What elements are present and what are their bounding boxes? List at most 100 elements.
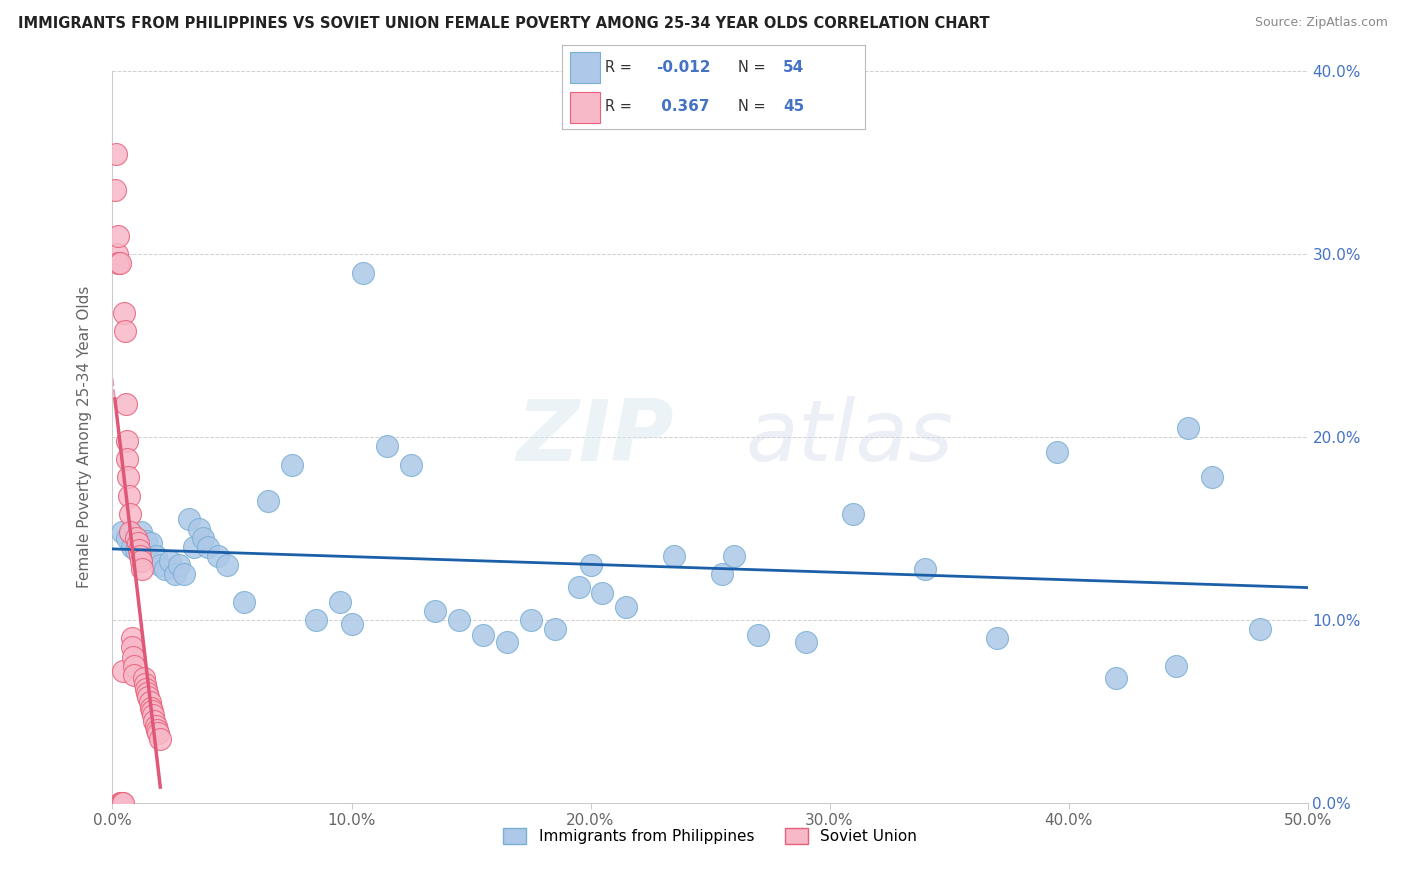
Point <box>138 690 160 704</box>
Point <box>125 543 148 558</box>
Point <box>207 549 229 563</box>
Point <box>173 567 195 582</box>
Point <box>129 554 152 568</box>
Point <box>135 682 157 697</box>
Point <box>305 613 328 627</box>
Point <box>153 562 176 576</box>
Point <box>377 439 399 453</box>
Point <box>159 554 181 568</box>
Point <box>107 256 129 270</box>
Point <box>281 458 304 472</box>
Point <box>107 229 129 244</box>
Point <box>136 686 159 700</box>
Text: atlas: atlas <box>747 395 953 479</box>
Point <box>217 558 239 573</box>
Point <box>111 796 134 810</box>
Point <box>129 525 152 540</box>
Point <box>747 627 769 641</box>
Point <box>121 649 143 664</box>
Point <box>117 452 139 467</box>
Point <box>145 723 167 737</box>
Point <box>118 507 141 521</box>
Point <box>108 256 131 270</box>
Point <box>1177 421 1199 435</box>
Point <box>114 306 135 320</box>
Point <box>135 534 157 549</box>
Point <box>111 796 134 810</box>
Text: R =: R = <box>605 60 637 75</box>
Text: 0.367: 0.367 <box>657 99 710 114</box>
Point <box>616 600 638 615</box>
Point <box>121 640 143 655</box>
Point <box>183 540 205 554</box>
Point <box>543 622 565 636</box>
Point <box>139 700 162 714</box>
Point <box>118 489 141 503</box>
Text: R =: R = <box>605 99 637 114</box>
Text: N =: N = <box>738 99 770 114</box>
Point <box>1166 658 1188 673</box>
Point <box>120 525 142 540</box>
Point <box>117 470 139 484</box>
Point <box>711 567 734 582</box>
Point <box>447 613 470 627</box>
Point <box>1249 622 1271 636</box>
Point <box>146 726 169 740</box>
Text: Source: ZipAtlas.com: Source: ZipAtlas.com <box>1254 16 1388 29</box>
Point <box>149 558 172 573</box>
Point <box>163 567 186 582</box>
Point <box>257 494 280 508</box>
Point <box>112 664 135 678</box>
Point <box>141 705 163 719</box>
Point <box>794 635 817 649</box>
Point <box>664 549 686 563</box>
Point <box>592 585 614 599</box>
Point <box>105 247 128 261</box>
Point <box>145 719 167 733</box>
Point <box>134 677 156 691</box>
Point <box>914 562 936 576</box>
Point <box>104 183 127 197</box>
Point <box>352 266 374 280</box>
Point <box>110 796 132 810</box>
Point <box>138 695 160 709</box>
Point <box>520 613 543 627</box>
Point <box>149 731 172 746</box>
Point <box>132 672 155 686</box>
Text: ZIP: ZIP <box>516 395 675 479</box>
Point <box>1046 444 1069 458</box>
Point <box>568 580 591 594</box>
Point <box>114 324 136 338</box>
FancyBboxPatch shape <box>569 53 600 83</box>
Point <box>124 667 146 681</box>
Point <box>115 531 138 545</box>
Point <box>114 397 136 411</box>
Point <box>108 796 131 810</box>
Point <box>401 458 423 472</box>
Point <box>723 549 745 563</box>
Point <box>131 562 153 576</box>
Text: N =: N = <box>738 60 770 75</box>
Point <box>425 604 447 618</box>
Point <box>187 521 209 535</box>
Point <box>139 536 162 550</box>
FancyBboxPatch shape <box>569 92 600 122</box>
Point <box>121 540 143 554</box>
Point <box>842 507 865 521</box>
Point <box>169 558 191 573</box>
Point <box>125 531 148 545</box>
Point <box>579 558 602 573</box>
Point <box>111 525 134 540</box>
Point <box>145 549 167 563</box>
Point <box>233 594 256 608</box>
Text: IMMIGRANTS FROM PHILIPPINES VS SOVIET UNION FEMALE POVERTY AMONG 25-34 YEAR OLDS: IMMIGRANTS FROM PHILIPPINES VS SOVIET UN… <box>18 16 990 31</box>
Text: 54: 54 <box>783 60 804 75</box>
Text: -0.012: -0.012 <box>657 60 710 75</box>
Point <box>193 531 215 545</box>
Point <box>177 512 200 526</box>
Point <box>340 616 363 631</box>
Point <box>128 543 150 558</box>
Point <box>1105 672 1128 686</box>
Point <box>105 146 128 161</box>
Point <box>496 635 519 649</box>
